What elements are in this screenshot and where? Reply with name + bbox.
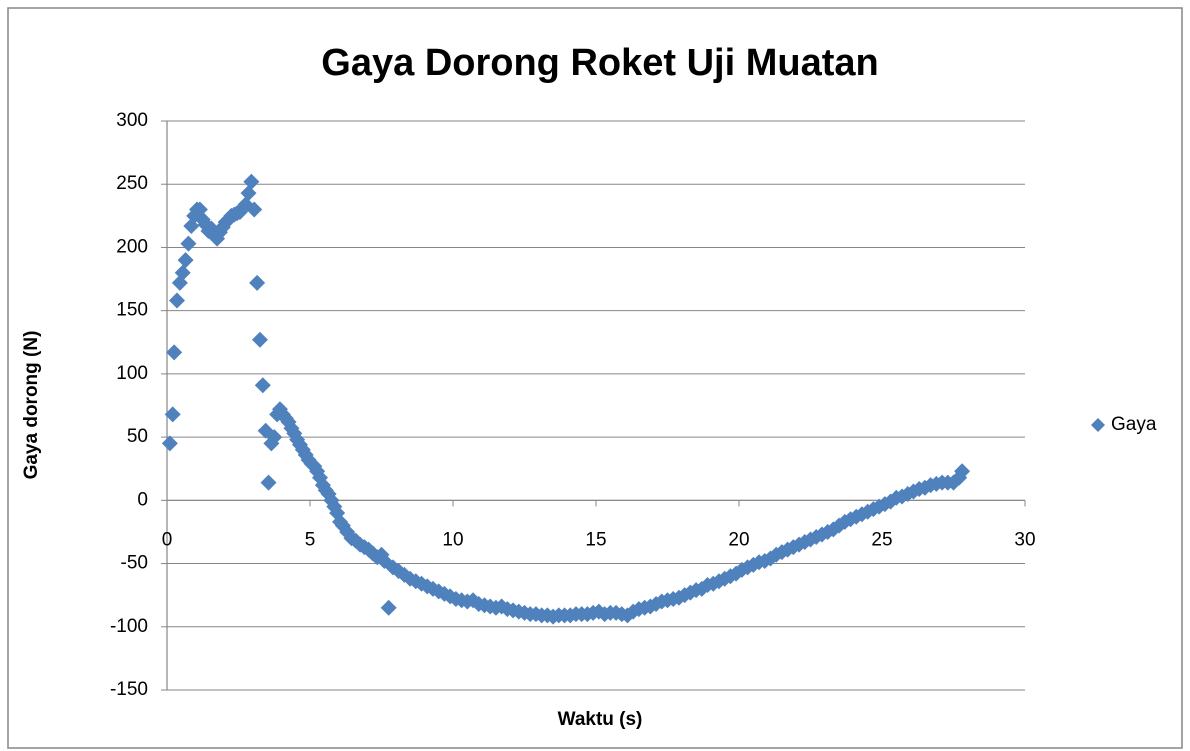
chart-title: Gaya Dorong Roket Uji Muatan bbox=[321, 42, 878, 84]
point bbox=[266, 429, 283, 446]
point bbox=[166, 344, 183, 361]
x-tick-label: 15 bbox=[585, 529, 606, 550]
point bbox=[164, 406, 181, 423]
y-tick-label: 100 bbox=[116, 363, 148, 384]
x-tick-label: 10 bbox=[442, 529, 463, 550]
chart-frame bbox=[7, 7, 1183, 749]
point bbox=[954, 463, 971, 480]
y-tick-label: 50 bbox=[127, 426, 148, 447]
point bbox=[251, 331, 268, 348]
point bbox=[380, 599, 397, 616]
x-tick-label: 0 bbox=[162, 529, 173, 550]
point bbox=[326, 498, 343, 515]
point bbox=[161, 435, 178, 452]
x-tick-label: 30 bbox=[1014, 529, 1035, 550]
x-tick-label: 5 bbox=[305, 529, 316, 550]
point bbox=[174, 264, 191, 281]
y-tick-label: 150 bbox=[116, 300, 148, 321]
y-tick-label: -150 bbox=[110, 679, 148, 700]
y-tick-label: 0 bbox=[137, 489, 148, 510]
point bbox=[249, 274, 266, 291]
point bbox=[246, 201, 263, 218]
point bbox=[169, 292, 186, 309]
point bbox=[260, 474, 277, 491]
y-tick-label: 200 bbox=[116, 236, 148, 257]
y-tick-label: -50 bbox=[121, 553, 148, 574]
x-axis-label: Waktu (s) bbox=[558, 709, 643, 730]
point bbox=[180, 235, 197, 252]
y-tick-label: -100 bbox=[110, 616, 148, 637]
legend-marker bbox=[1091, 418, 1105, 432]
x-tick-label: 20 bbox=[728, 529, 749, 550]
y-axis-label: Gaya dorong (N) bbox=[21, 331, 42, 480]
point bbox=[243, 173, 260, 190]
point bbox=[853, 506, 870, 523]
x-tick-label: 25 bbox=[871, 529, 892, 550]
legend-label: Gaya bbox=[1111, 414, 1157, 435]
y-tick-label: 300 bbox=[116, 110, 148, 131]
point bbox=[177, 252, 194, 269]
y-tick-label: 250 bbox=[116, 173, 148, 194]
point bbox=[240, 185, 257, 202]
point bbox=[254, 377, 271, 394]
